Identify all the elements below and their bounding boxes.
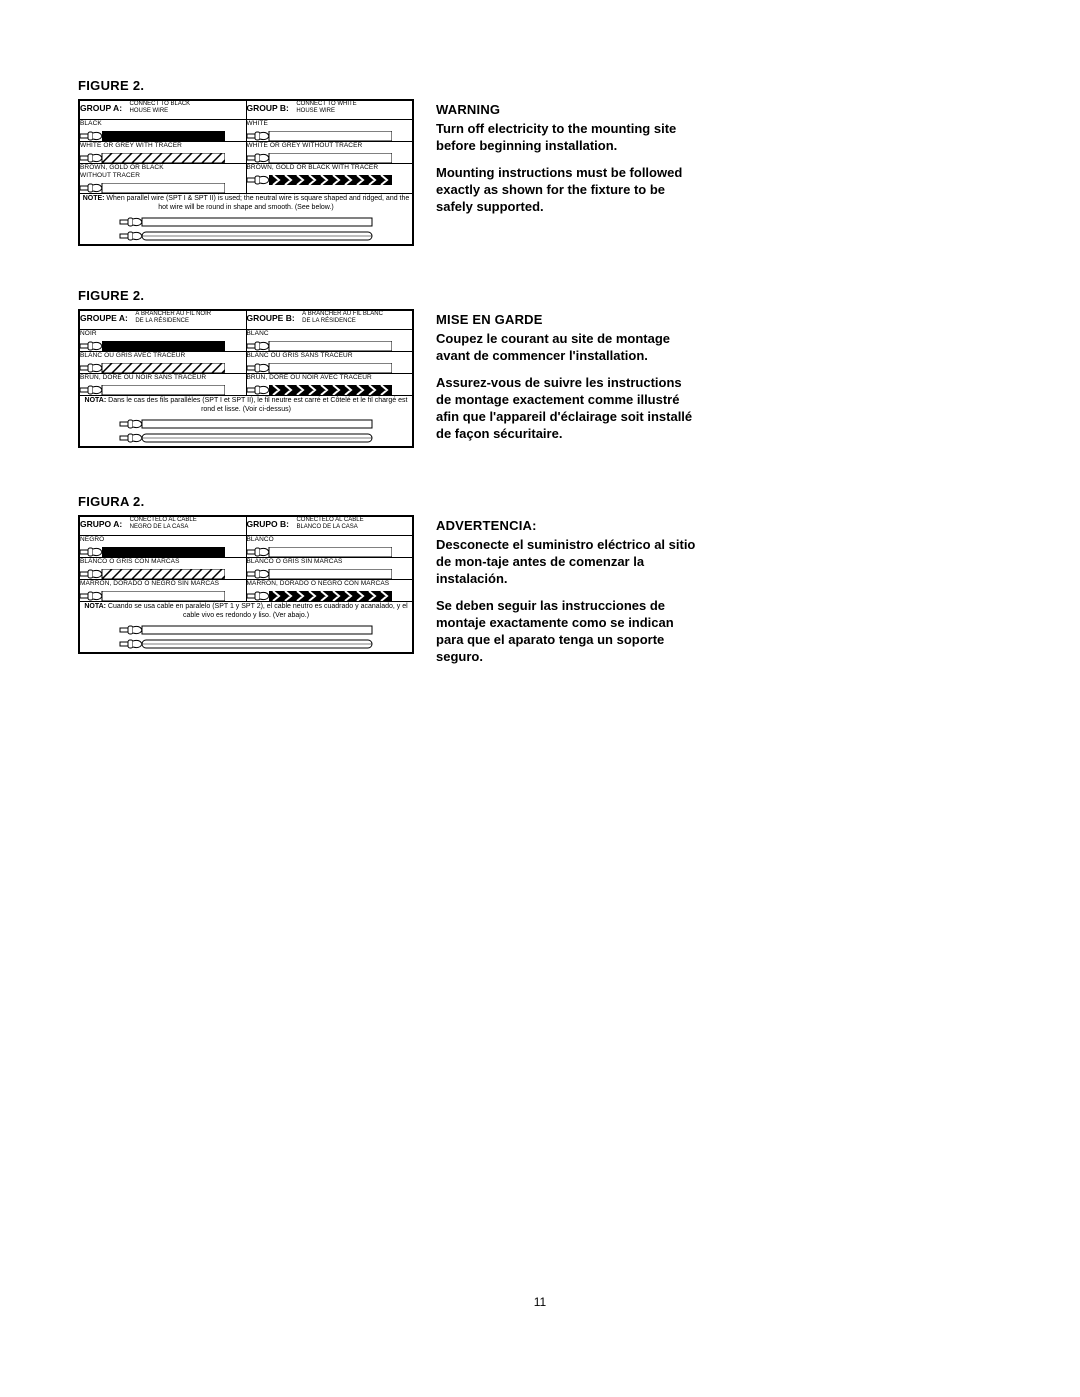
language-section: FIGURA 2. GRUPO A: CONÉCTELO AL CABLENEG… — [78, 494, 1000, 675]
wire-label: BLANCO — [247, 536, 413, 544]
warning-heading: MISE EN GARDE — [436, 312, 696, 327]
warning-body: Turn off electricity to the mounting sit… — [436, 120, 696, 154]
warning-body: Se deben seguir las instrucciones de mon… — [436, 597, 696, 665]
warning-body: Mounting instructions must be followed e… — [436, 164, 696, 215]
wire-label: BROWN, GOLD OR BLACK WITH TRACER — [247, 164, 413, 172]
group-b-head: GRUPO B: — [247, 519, 290, 529]
wire-label: BRUN, DORÉ OU NOIR AVEC TRACEUR — [247, 374, 413, 382]
group-a-head: GROUP A: — [80, 103, 122, 113]
page: FIGURE 2. GROUP A: CONNECT TO BLACKHOUSE… — [0, 0, 1080, 1397]
wire-label: BLANC OU GRIS AVEC TRACEUR — [80, 352, 246, 360]
wire-label: BLANC — [247, 330, 413, 338]
group-a-sub: CONÉCTELO AL CABLENEGRO DE LA CASA — [130, 517, 197, 531]
wire-label: WHITE OR GREY WITHOUT TRACER — [247, 142, 413, 150]
warning-body: Coupez le courant au site de montage ava… — [436, 330, 696, 364]
group-b-head: GROUP B: — [247, 103, 289, 113]
note-text: NOTA: Cuando se usa cable en paralelo (S… — [80, 602, 412, 620]
wire-label: NOIR — [80, 330, 246, 338]
language-section: FIGURE 2. GROUPE A: À BRANCHER AU FIL NO… — [78, 288, 1000, 452]
wire-label: BLANCO O GRIS CON MARCAS — [80, 558, 246, 566]
wire-label: WHITE OR GREY WITH TRACER — [80, 142, 246, 150]
wire-label: BLANC OU GRIS SANS TRACEUR — [247, 352, 413, 360]
wire-label: BLANCO O GRIS SIN MARCAS — [247, 558, 413, 566]
group-b-sub: À BRANCHER AU FIL BLANCDE LA RÉSIDENCE — [302, 311, 383, 325]
figure-title: FIGURE 2. — [78, 78, 414, 93]
group-a-sub: À BRANCHER AU FIL NOIRDE LA RÉSIDENCE — [135, 311, 211, 325]
wire-table: GROUPE A: À BRANCHER AU FIL NOIRDE LA RÉ… — [78, 309, 414, 448]
warning-body: Desconecte el suministro eléctrico al si… — [436, 536, 696, 587]
warning-heading: ADVERTENCIA: — [436, 518, 696, 533]
wire-label: MARRON, DORADO O NEGRO SIN MARCAS — [80, 580, 246, 588]
wire-table: GRUPO A: CONÉCTELO AL CABLENEGRO DE LA C… — [78, 515, 414, 654]
group-a-head: GROUPE A: — [80, 313, 128, 323]
wire-label: WHITE — [247, 120, 413, 128]
warning-body: Assurez-vous de suivre les instructions … — [436, 374, 696, 442]
page-number: 11 — [0, 1295, 1080, 1309]
group-b-head: GROUPE B: — [247, 313, 295, 323]
figure-title: FIGURE 2. — [78, 288, 414, 303]
note-text: NOTE: When parallel wire (SPT I & SPT II… — [80, 194, 412, 212]
wire-label: BLACK — [80, 120, 246, 128]
wire-label: BROWN, GOLD OR BLACKWITHOUT TRACER — [80, 164, 246, 180]
wire-table: GROUP A: CONNECT TO BLACKHOUSE WIRE GROU… — [78, 99, 414, 246]
language-section: FIGURE 2. GROUP A: CONNECT TO BLACKHOUSE… — [78, 78, 1000, 246]
group-b-sub: CONÉCTELO AL CABLEBLANCO DE LA CASA — [296, 517, 363, 531]
group-b-sub: CONNECT TO WHITEHOUSE WIRE — [296, 101, 356, 115]
wire-label: MARRON, DORADO O NEGRO CON MARCAS — [247, 580, 413, 588]
figure-title: FIGURA 2. — [78, 494, 414, 509]
wire-label: BRUN, DORÉ OU NOIR SANS TRACEUR — [80, 374, 246, 382]
wire-label: NEGRO — [80, 536, 246, 544]
note-text: NOTA: Dans le cas des fils parallèles (S… — [80, 396, 412, 414]
group-a-head: GRUPO A: — [80, 519, 122, 529]
warning-heading: WARNING — [436, 102, 696, 117]
group-a-sub: CONNECT TO BLACKHOUSE WIRE — [129, 101, 190, 115]
